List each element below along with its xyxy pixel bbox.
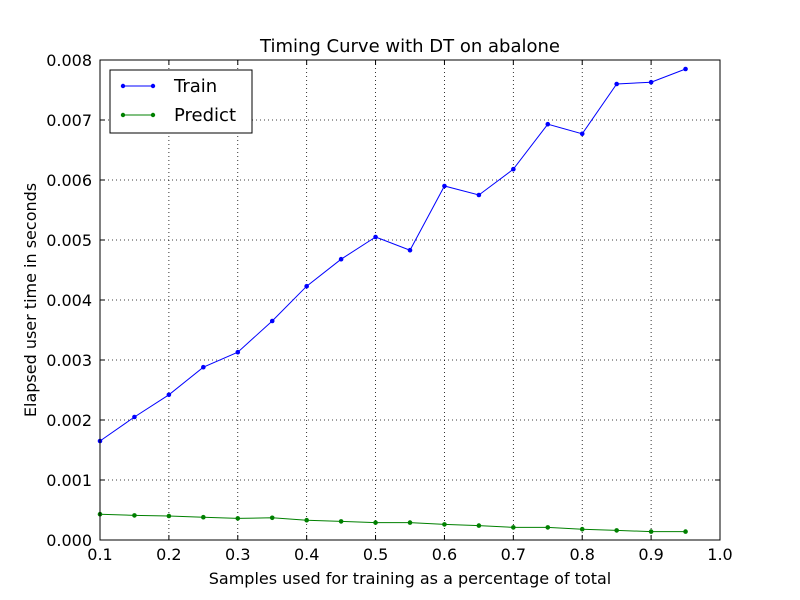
x-tick-label: 0.2	[156, 545, 181, 564]
predict-data-point	[545, 525, 551, 530]
train-series-line	[99, 68, 686, 442]
y-tick-label: 0.000	[46, 531, 92, 550]
legend-train-marker	[150, 83, 156, 89]
train-data-point	[648, 79, 654, 85]
predict-data-point	[476, 523, 482, 528]
train-data-point	[579, 131, 585, 137]
predict-data-point	[269, 515, 275, 521]
grid-lines	[100, 60, 720, 540]
predict-data-point	[511, 525, 516, 530]
train-data-point	[476, 192, 482, 198]
predict-data-point	[648, 529, 654, 534]
series-layer	[97, 66, 688, 534]
legend-predict-marker	[150, 112, 156, 118]
train-data-point	[304, 283, 309, 289]
x-tick-label: 1.0	[707, 545, 732, 564]
y-tick-label: 0.008	[46, 51, 92, 70]
train-data-point	[614, 81, 619, 87]
x-tick-label: 0.5	[363, 545, 388, 564]
train-data-point	[407, 247, 413, 253]
x-tick-labels: 0.1 0.2 0.3 0.4 0.5 0.6 0.7 0.8 0.9 1.0	[87, 545, 732, 564]
predict-data-point	[373, 520, 378, 525]
train-data-point	[235, 349, 241, 355]
train-data-point	[132, 414, 137, 420]
axis-ticks	[99, 59, 721, 541]
predict-data-point	[614, 528, 619, 533]
y-tick-label: 0.001	[46, 471, 92, 490]
legend-train-marker	[120, 83, 126, 89]
predict-data-point	[201, 514, 206, 520]
predict-data-point	[304, 517, 309, 523]
predict-data-point	[132, 513, 137, 518]
y-tick-label: 0.002	[46, 411, 92, 430]
predict-series-line	[99, 513, 686, 533]
x-axis-label: Samples used for training as a percentag…	[209, 569, 612, 588]
legend-frame	[109, 69, 253, 134]
y-tick-label: 0.003	[46, 351, 92, 370]
x-tick-label: 0.1	[87, 545, 112, 564]
train-data-point	[201, 364, 206, 370]
train-data-point	[269, 318, 275, 324]
train-data-point	[545, 121, 551, 127]
legend-predict-label: Predict	[174, 105, 236, 126]
train-data-point	[511, 166, 516, 172]
x-tick-label: 0.8	[569, 545, 594, 564]
train-data-point	[683, 66, 688, 72]
legend-train-label: Train	[173, 76, 217, 97]
predict-data-point	[683, 529, 688, 534]
y-tick-label: 0.006	[46, 171, 92, 190]
y-tick-labels: 0.000 0.001 0.002 0.003 0.004 0.005 0.006 0.007…	[46, 51, 92, 550]
x-tick-label: 0.4	[294, 545, 319, 564]
y-tick-label: 0.007	[46, 111, 92, 130]
train-data-point	[338, 256, 344, 262]
predict-data-point	[235, 516, 241, 521]
legend-predict-marker	[120, 112, 126, 118]
y-axis-label: Elapsed user time in seconds	[21, 183, 40, 417]
x-tick-label: 0.3	[225, 545, 250, 564]
x-tick-label: 0.9	[638, 545, 663, 564]
train-data-point	[373, 234, 378, 240]
predict-data-point	[338, 519, 344, 524]
x-tick-label: 0.6	[432, 545, 457, 564]
predict-data-point	[442, 522, 447, 527]
chart-title: Timing Curve with DT on abalone	[259, 36, 560, 57]
predict-data-point	[407, 520, 413, 525]
predict-data-point	[579, 526, 585, 532]
train-data-point	[166, 392, 172, 398]
predict-data-point	[166, 513, 172, 519]
train-data-point	[442, 183, 447, 189]
legend: Train Predict	[109, 69, 253, 134]
y-tick-label: 0.004	[46, 291, 92, 310]
y-tick-label: 0.005	[46, 231, 92, 250]
x-tick-label: 0.7	[501, 545, 526, 564]
